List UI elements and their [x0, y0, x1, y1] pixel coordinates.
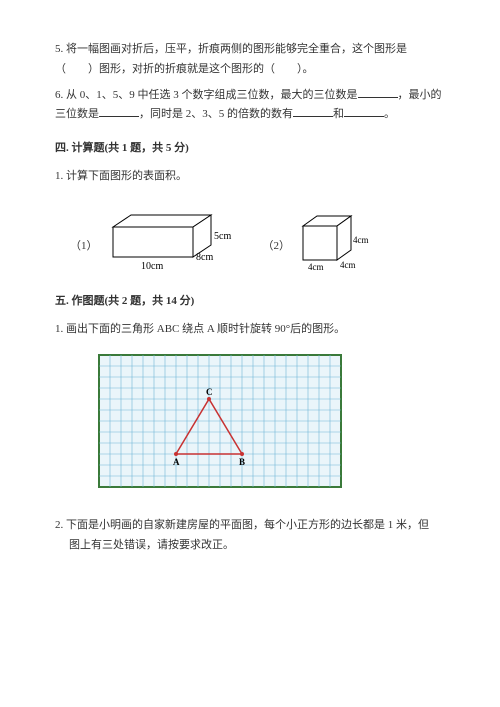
q2-line-a: 2. 下面是小明画的自家新建房屋的平面图，每个小正方形的边长都是 1 米，但 [55, 516, 445, 536]
question-6: 6. 从 0、1、5、9 中任选 3 个数字组成三位数，最大的三位数是，最小的三… [55, 86, 445, 126]
blank-fill[interactable] [293, 105, 333, 117]
blank-fill[interactable] [358, 86, 398, 98]
triangle-grid-figure: A B C [95, 351, 445, 491]
svg-text:B: B [239, 457, 245, 467]
section-5-q1: 1. 画出下面的三角形 ABC 绕点 A 顺时针旋转 90°后的图形。 [55, 320, 445, 340]
figure-row: （1） 5cm8cm 10cm （2） 4cm 4cm 4cm [70, 202, 445, 272]
svg-text:4cm: 4cm [353, 235, 369, 245]
svg-text:A: A [173, 457, 180, 467]
q5-text: 5. 将一幅图画对折后，压平，折痕两侧的图形能够完全重合，这个图形是（ ）图形，… [55, 43, 407, 75]
grid-diagram: A B C [95, 351, 345, 491]
svg-text:8cm: 8cm [196, 252, 213, 263]
figure-1-label: （1） [70, 237, 98, 257]
cube-diagram: 4cm 4cm 4cm [295, 202, 375, 272]
q6-text-d: 和 [333, 108, 344, 120]
q2-line-b: 图上有三处错误，请按要求改正。 [55, 536, 445, 556]
section-4-header: 四. 计算题(共 1 题，共 5 分) [55, 139, 445, 159]
q6-text-c: ，同时是 2、3、5 的倍数的数有 [139, 108, 293, 120]
section-5-header: 五. 作图题(共 2 题，共 14 分) [55, 292, 445, 312]
svg-text:4cm: 4cm [340, 260, 356, 270]
section-5-q2: 2. 下面是小明画的自家新建房屋的平面图，每个小正方形的边长都是 1 米，但 图… [55, 516, 445, 556]
blank-fill[interactable] [344, 105, 384, 117]
figure-1: （1） 5cm8cm 10cm [70, 202, 233, 272]
section-4-q1: 1. 计算下面图形的表面积。 [55, 167, 445, 187]
question-5: 5. 将一幅图画对折后，压平，折痕两侧的图形能够完全重合，这个图形是（ ）图形，… [55, 40, 445, 80]
q6-text-a: 6. 从 0、1、5、9 中任选 3 个数字组成三位数，最大的三位数是 [55, 89, 358, 101]
svg-text:5cm: 5cm [214, 231, 231, 242]
cuboid-diagram: 5cm8cm 10cm [103, 202, 233, 272]
figure-2: （2） 4cm 4cm 4cm [263, 202, 376, 272]
q6-text-e: 。 [384, 108, 395, 120]
figure-2-label: （2） [263, 237, 291, 257]
svg-text:4cm: 4cm [308, 262, 324, 272]
svg-text:C: C [206, 387, 213, 397]
blank-fill[interactable] [99, 105, 139, 117]
svg-text:10cm: 10cm [141, 261, 163, 272]
